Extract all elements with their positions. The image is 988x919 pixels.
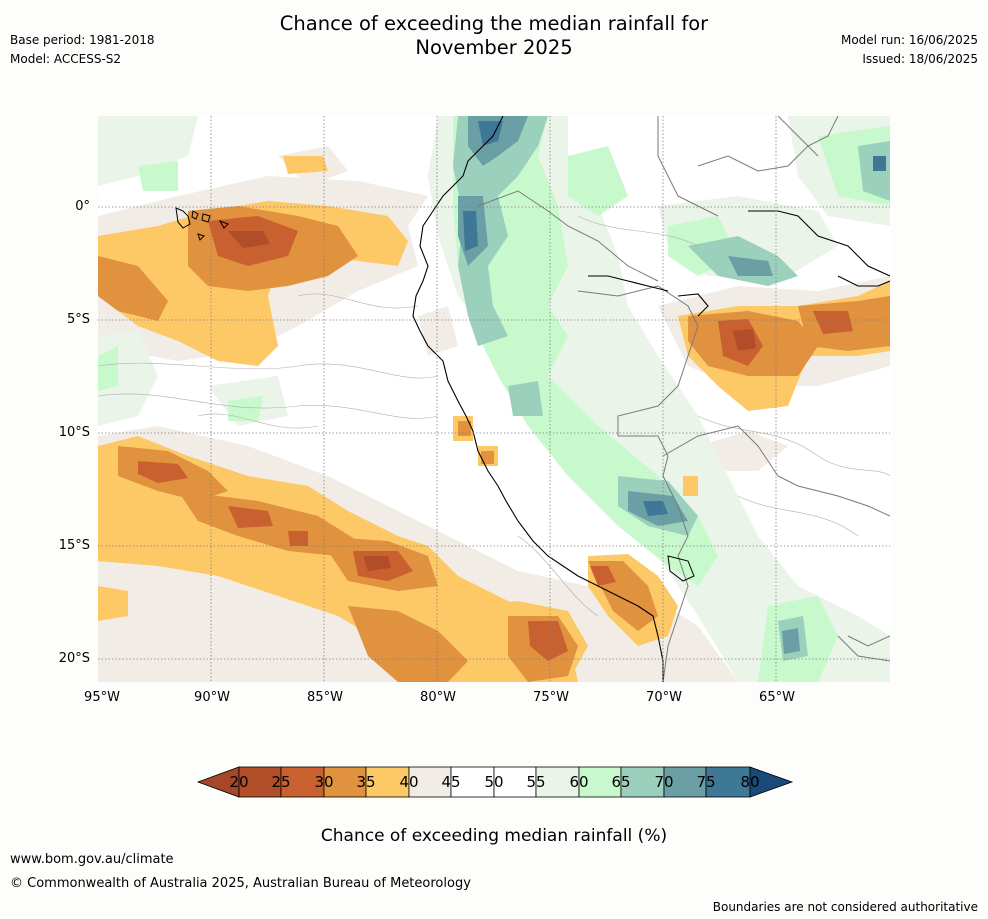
colorbar-label-30: 30 — [314, 773, 334, 791]
colorbar-swatch-70-75 — [663, 766, 707, 798]
band-75-80 — [463, 121, 886, 516]
map-title-line-2: November 2025 — [415, 36, 573, 59]
colorbar-high-arrow — [749, 766, 794, 798]
copyright-text: © Commonwealth of Australia 2025, Austra… — [10, 876, 471, 891]
colorbar-swatch-40-45 — [408, 766, 452, 798]
disclaimer-text: Boundaries are not considered authoritat… — [712, 900, 978, 914]
model-run-text: Model run: 16/06/2025 — [840, 33, 978, 47]
colorbar-label-50: 50 — [484, 773, 504, 791]
colorbar-swatch-55-60 — [535, 766, 580, 798]
lon-label-70w: 70°W — [646, 690, 682, 705]
colorbar — [196, 766, 794, 798]
colorbar-label-70: 70 — [654, 773, 674, 791]
map-title: Chance of exceeding the median rainfall … — [0, 12, 988, 60]
lat-label-15s: 15°S — [58, 538, 90, 553]
galapagos-islands — [175, 207, 229, 241]
colorbar-label-80: 80 — [740, 773, 760, 791]
lat-label-0: 0° — [75, 199, 90, 214]
map-title-line-1: Chance of exceeding the median rainfall … — [279, 12, 709, 35]
colorbar-label-55: 55 — [526, 773, 546, 791]
colorbar-swatch-45-50 — [450, 766, 495, 798]
colorbar-label-60: 60 — [569, 773, 589, 791]
colorbar-label-20: 20 — [229, 773, 249, 791]
colorbar-label-65: 65 — [611, 773, 631, 791]
colorbar-swatch-65-70 — [620, 766, 665, 798]
colorbar-swatch-30-35 — [323, 766, 367, 798]
coastline — [412, 116, 890, 682]
colorbar-title: Chance of exceeding median rainfall (%) — [320, 826, 668, 846]
colorbar-label-45: 45 — [441, 773, 461, 791]
lon-label-95w: 95°W — [84, 690, 120, 705]
colorbar-swatch-50-55 — [493, 766, 537, 798]
model-text: Model: ACCESS-S2 — [10, 52, 122, 66]
map-canvas — [98, 116, 890, 682]
colorbar-swatch-75-80 — [705, 766, 751, 798]
band-20-25 — [228, 231, 756, 571]
colorbar-label-40: 40 — [399, 773, 419, 791]
issued-text: Issued: 18/06/2025 — [862, 52, 978, 66]
country-borders — [477, 116, 890, 682]
lat-label-5s: 5°S — [66, 312, 90, 327]
base-period-text: Base period: 1981-2018 — [10, 33, 155, 47]
colorbar-swatch-20-25 — [238, 766, 282, 798]
colorbar-label-25: 25 — [271, 773, 291, 791]
rainfall-map — [98, 116, 890, 682]
lon-label-75w: 75°W — [533, 690, 569, 705]
colorbar-label-35: 35 — [356, 773, 376, 791]
colorbar-label-75: 75 — [696, 773, 716, 791]
website-link[interactable]: www.bom.gov.au/climate — [10, 852, 174, 867]
lat-label-10s: 10°S — [58, 425, 90, 440]
lake-titicaca — [667, 555, 695, 582]
lon-label-85w: 85°W — [307, 690, 343, 705]
lat-label-20s: 20°S — [58, 651, 90, 666]
lon-label-80w: 80°W — [420, 690, 456, 705]
colorbar-swatch-60-65 — [578, 766, 622, 798]
lon-label-65w: 65°W — [759, 690, 795, 705]
gridlines — [98, 116, 890, 682]
lon-label-90w: 90°W — [194, 690, 230, 705]
